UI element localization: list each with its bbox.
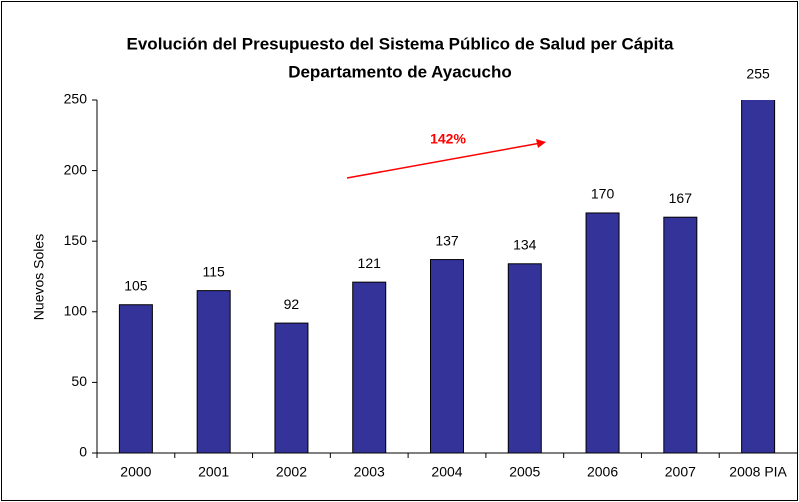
bar <box>741 100 776 454</box>
data-label: 167 <box>669 190 693 206</box>
bar <box>585 212 620 454</box>
chart-subtitle: Departamento de Ayacucho <box>288 62 512 81</box>
trend-arrow <box>346 142 539 179</box>
trend-arrowhead <box>536 139 546 148</box>
bar <box>430 259 464 454</box>
data-label: 170 <box>591 186 615 202</box>
y-tick-label: 150 <box>64 232 88 248</box>
y-tick-label: 100 <box>64 303 88 319</box>
data-label: 137 <box>435 232 459 248</box>
annotation: 142% <box>430 131 466 147</box>
data-label: 105 <box>124 277 148 293</box>
x-tick-label: 2001 <box>198 464 229 480</box>
data-label: 134 <box>513 236 537 252</box>
bar <box>507 263 542 454</box>
plot-area <box>118 100 776 454</box>
bar <box>352 281 387 454</box>
x-tick-label: 2000 <box>120 464 151 480</box>
chart-title: Evolución del Presupuesto del Sistema Pú… <box>127 34 675 53</box>
bar <box>274 322 309 454</box>
x-tick-label: 2006 <box>587 464 618 480</box>
bar <box>663 216 698 454</box>
y-axis-label: Nuevos Soles <box>31 234 47 320</box>
data-label: 255 <box>746 66 770 82</box>
x-tick-label: 2005 <box>509 464 540 480</box>
data-label: 121 <box>358 255 382 271</box>
y-tick-label: 50 <box>71 373 87 389</box>
x-tick-label: 2007 <box>665 464 696 480</box>
data-label: 92 <box>284 296 300 312</box>
bar <box>196 290 231 454</box>
y-tick-label: 0 <box>79 444 87 460</box>
x-tick-label: 2008 PIA <box>729 464 787 480</box>
x-tick-label: 2002 <box>276 464 307 480</box>
y-tick-label: 200 <box>64 161 88 177</box>
bar <box>118 304 153 454</box>
x-tick-label: 2004 <box>431 464 462 480</box>
y-tick-label: 250 <box>64 91 88 107</box>
x-tick-label: 2003 <box>354 464 385 480</box>
data-label: 115 <box>203 263 226 279</box>
